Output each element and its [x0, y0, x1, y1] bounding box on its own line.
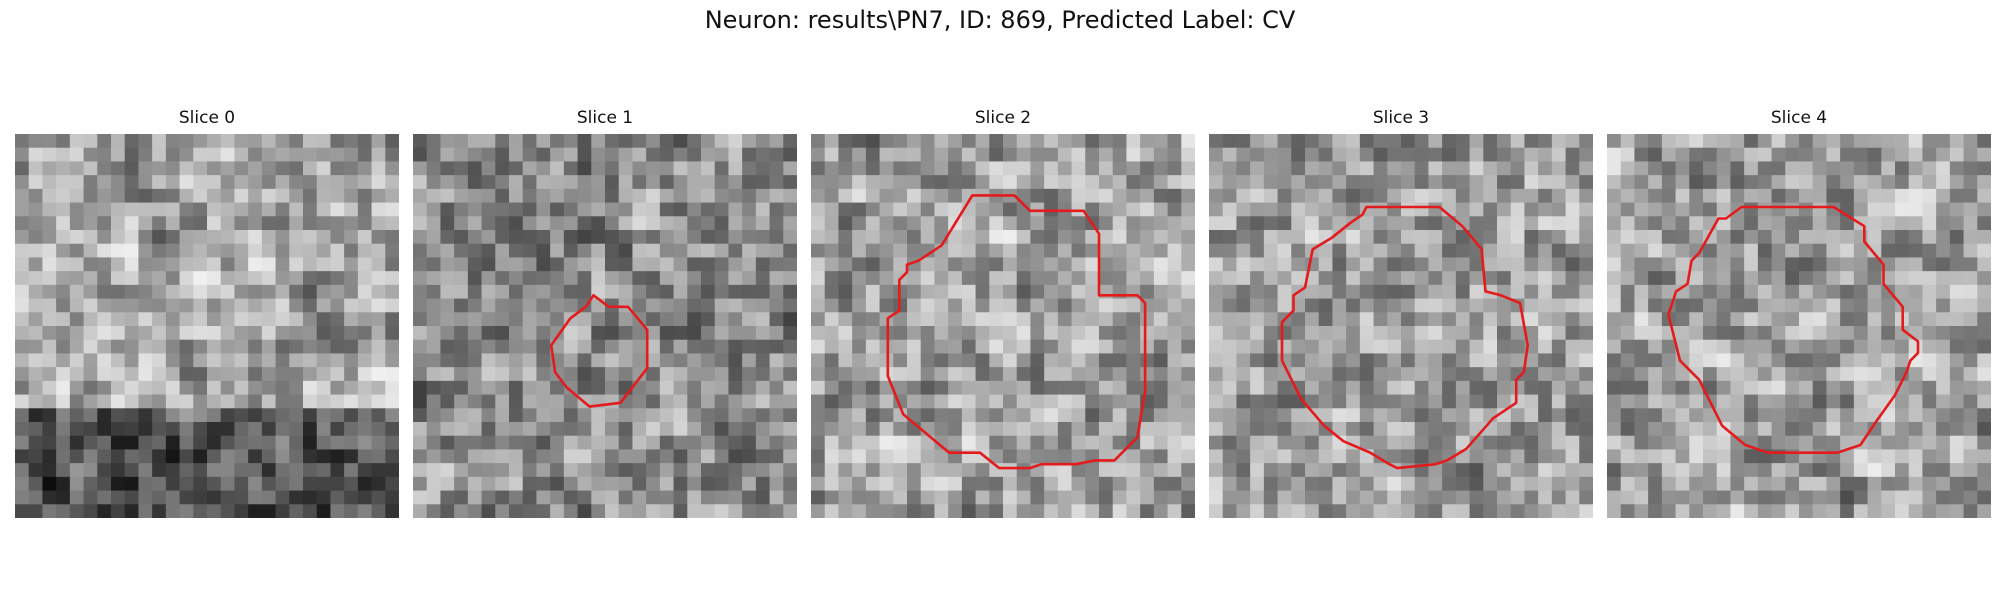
roi-outline [1667, 205, 1920, 455]
slice-title-3: Slice 3 [1372, 108, 1430, 128]
slice-image-4 [1607, 134, 1991, 518]
pixel-texture [1209, 134, 1593, 518]
pixel-texture [413, 134, 797, 518]
slice-image-2 [811, 134, 1195, 518]
slice-title-4: Slice 4 [1770, 108, 1828, 128]
slice-title-2: Slice 2 [974, 108, 1032, 128]
roi-outline [1280, 205, 1530, 470]
slice-title-1: Slice 1 [576, 108, 634, 128]
roi-outline [886, 194, 1147, 470]
figure-title: Neuron: results\PN7, ID: 869, Predicted … [704, 6, 1296, 34]
pixel-texture [1607, 134, 1991, 518]
slice-title-0: Slice 0 [178, 108, 236, 128]
slice-image-1 [413, 134, 797, 518]
roi-outline [549, 294, 649, 408]
pixel-texture [15, 134, 399, 518]
slice-image-3 [1209, 134, 1593, 518]
slice-image-0 [15, 134, 399, 518]
pixel-texture [811, 134, 1195, 518]
